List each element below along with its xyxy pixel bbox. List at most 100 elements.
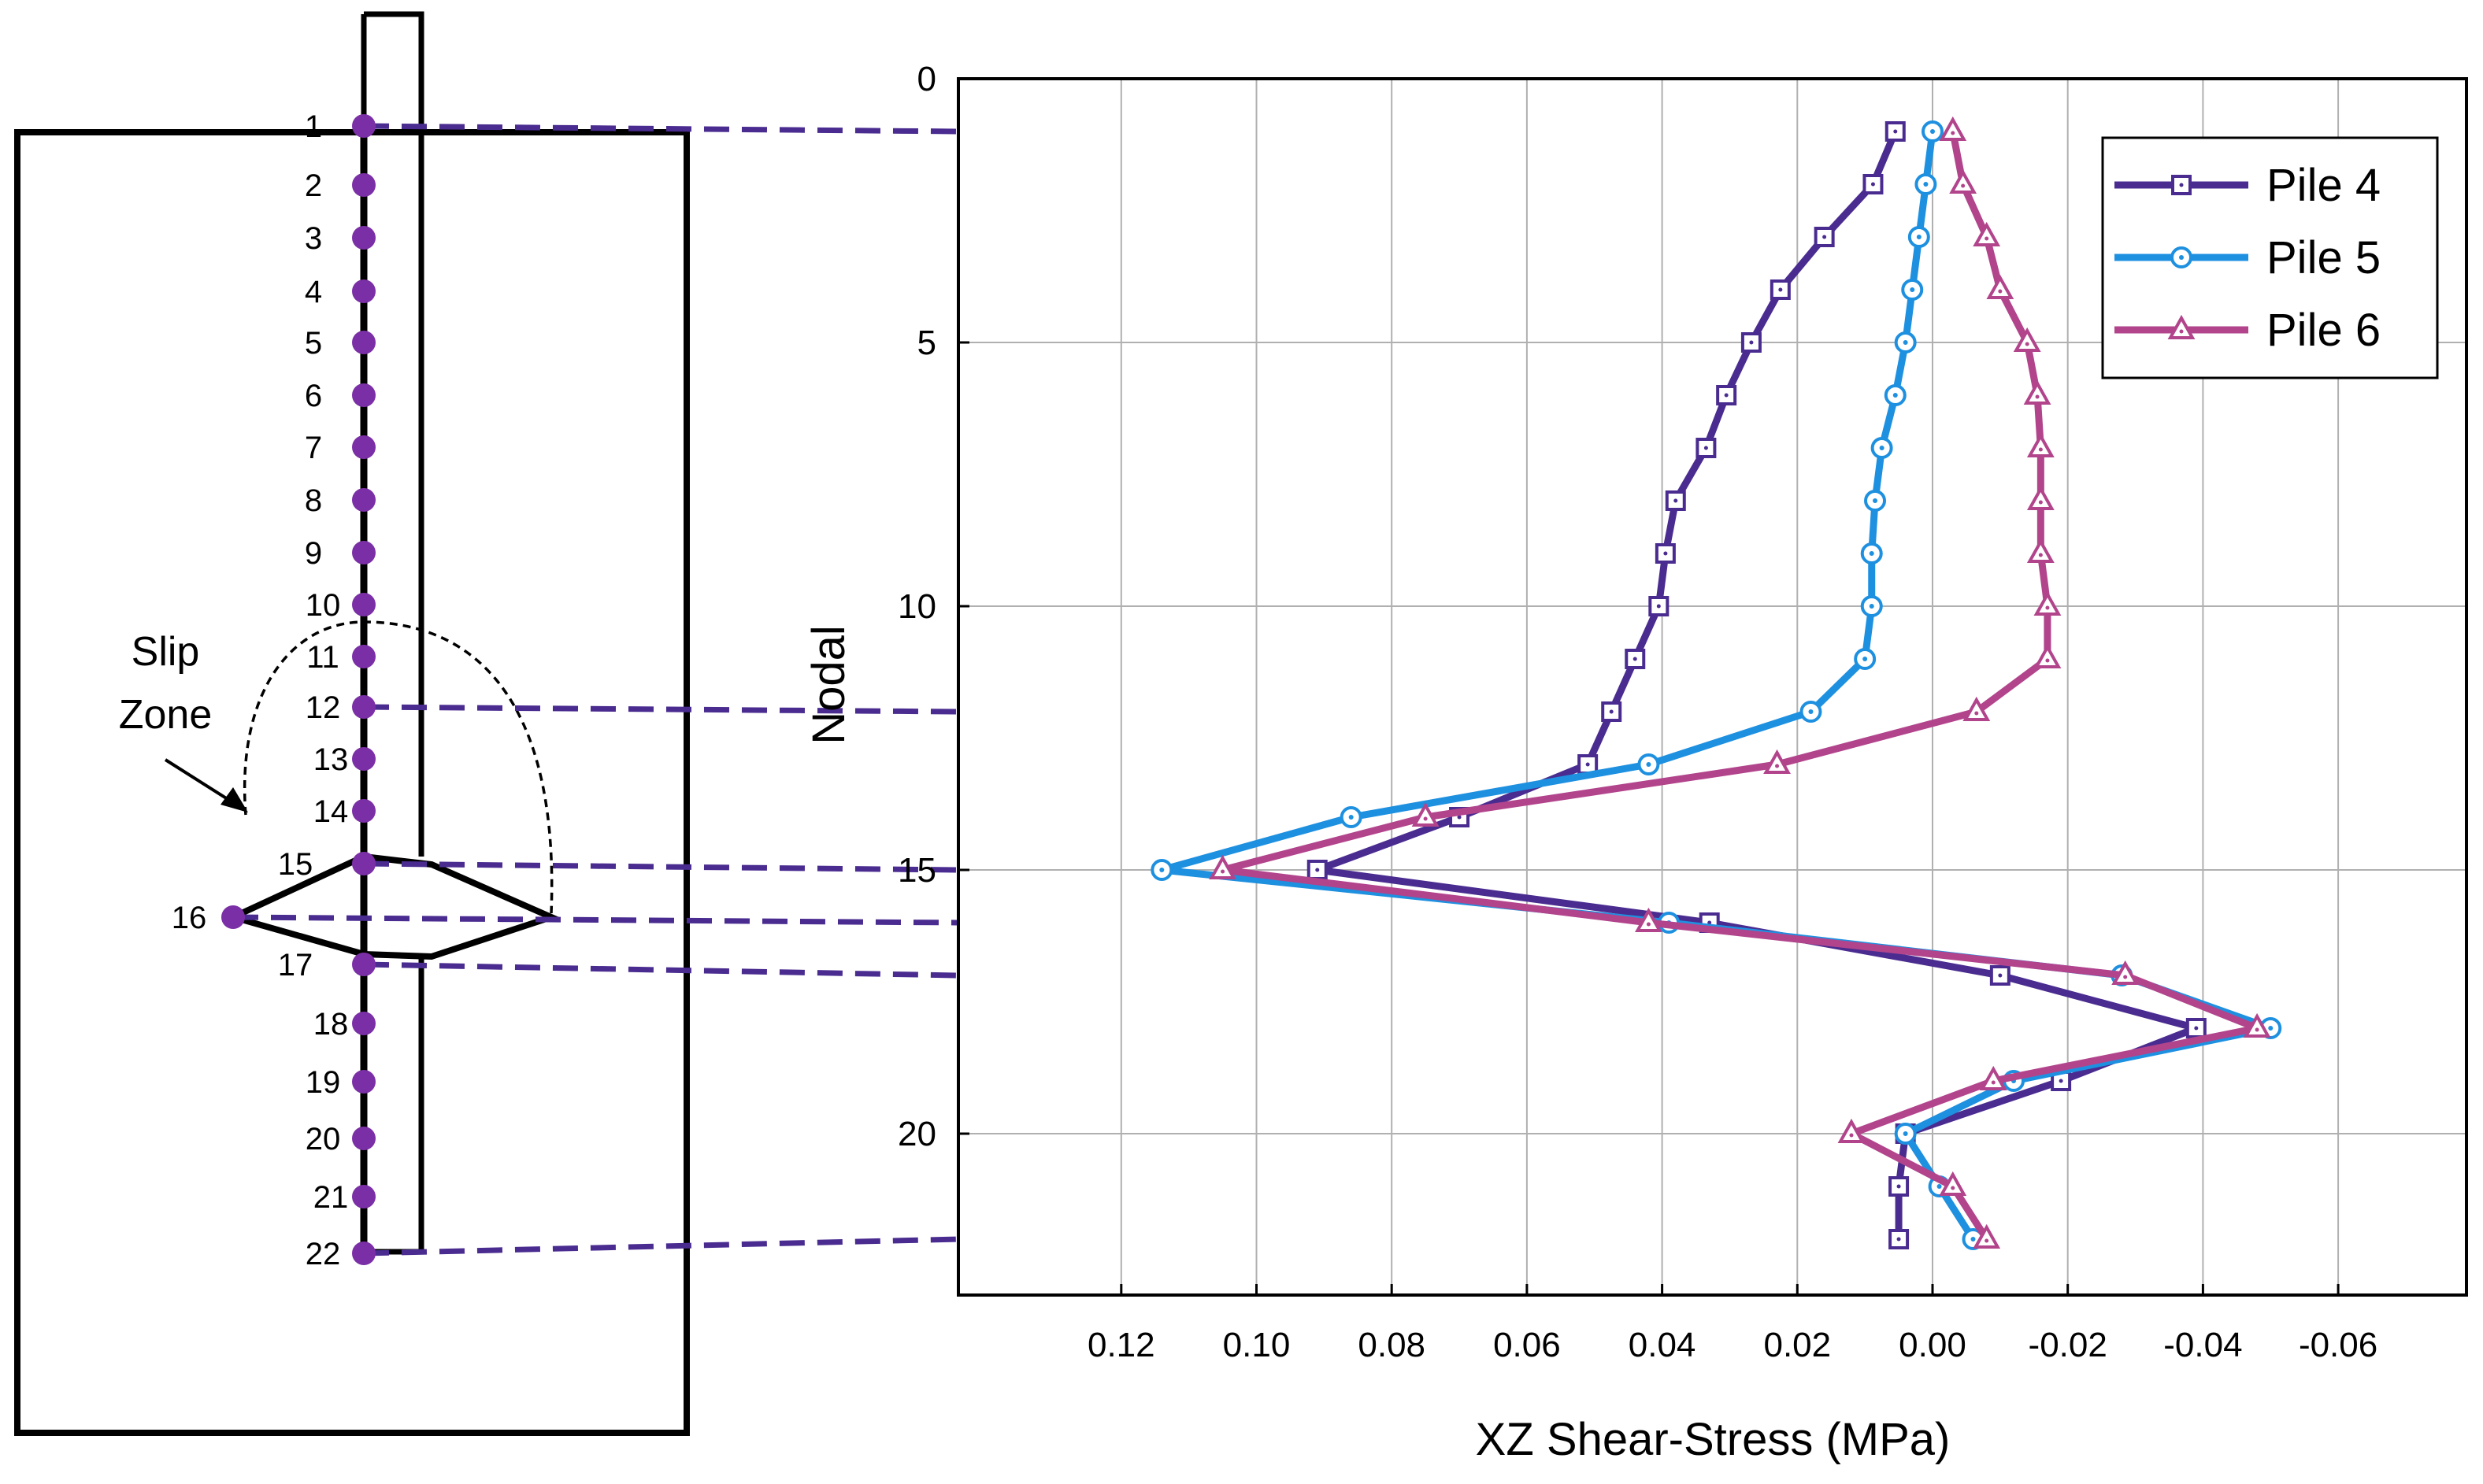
node-label: 4: [305, 275, 322, 309]
node-dot: [352, 383, 376, 407]
legend-label: Pile 5: [2266, 232, 2381, 283]
node-dot: [352, 593, 376, 616]
node-label: 13: [313, 742, 349, 777]
soil-box: [14, 129, 690, 1436]
series-layer: [1151, 116, 2282, 1250]
data-point: [1411, 801, 1440, 827]
node-label: 18: [313, 1007, 349, 1042]
data-point: [1837, 1118, 1866, 1143]
node-dot: [352, 331, 376, 354]
node-connector-lines: [232, 123, 959, 1256]
node-label: 14: [313, 794, 349, 829]
data-point: [2023, 379, 2051, 405]
legend-marker: [2167, 314, 2196, 339]
y-axis-title: Nodal: [803, 625, 854, 745]
node-dot: [352, 1185, 376, 1208]
shear-stress-chart: 0.12 0.10 0.08 0.06 0.04 0.02 0.00 -0.02 -0.04 -0…: [803, 60, 2468, 1465]
node-dot: [352, 953, 376, 976]
legend: Pile 4 Pile 5 Pile 6: [2101, 136, 2439, 379]
axis-ticks: 0.12 0.10 0.08 0.06 0.04 0.02 0.00 -0.02 -0.04 -0…: [898, 60, 2377, 1364]
node-connector-15: [363, 860, 959, 873]
plot-frame: [957, 77, 2468, 1297]
node-label: 2: [305, 168, 322, 203]
node-dot: [352, 1242, 376, 1265]
node-dot: [352, 488, 376, 512]
node-dot: [352, 799, 376, 823]
node-connector-16: [232, 914, 959, 926]
data-point: [1986, 274, 2014, 299]
data-point: [2111, 960, 2140, 985]
data-point: [1939, 1171, 1967, 1196]
data-point: [2013, 327, 2041, 352]
legend-label: Pile 4: [2266, 160, 2381, 211]
node-dot: [352, 541, 376, 564]
x-tick-label: -0.04: [2163, 1326, 2242, 1364]
data-point: [2033, 643, 2062, 668]
node-connector-12: [363, 704, 959, 715]
x-tick-label: 0.02: [1763, 1326, 1831, 1364]
node-dot: [352, 435, 376, 459]
data-point: [1763, 749, 1791, 774]
node-connector-17: [363, 961, 959, 979]
node-label: 12: [306, 690, 341, 725]
y-tick-label: 5: [917, 324, 936, 362]
node-label: 8: [305, 483, 322, 518]
y-tick-label: 15: [898, 851, 936, 890]
node-dot: [352, 747, 376, 771]
node-dot: [352, 173, 376, 197]
slip-zone-label-line1: Slip: [132, 629, 200, 675]
x-axis-title: XZ Shear-Stress (MPa): [1476, 1414, 1951, 1465]
node-label: 11: [306, 640, 339, 675]
data-point: [1973, 221, 2001, 246]
data-point: [2026, 485, 2055, 510]
slip-zone-arc: [243, 620, 554, 914]
data-point: [2243, 1012, 2271, 1038]
node-dot: [352, 226, 376, 250]
node-connector-1: [363, 123, 959, 135]
series-pile-6: [1209, 116, 2271, 1249]
series-line: [1219, 131, 2261, 1242]
legend-label: Pile 6: [2266, 305, 2381, 356]
node-label: 22: [306, 1237, 341, 1271]
y-tick-label: 10: [898, 587, 936, 626]
data-point: [1635, 907, 1662, 932]
node-label: 5: [305, 326, 322, 361]
data-point: [1949, 168, 1977, 194]
series-pile-4: [1306, 121, 2207, 1249]
node-label: 1: [305, 109, 322, 144]
node-label: 3: [305, 221, 322, 256]
node-label: 10: [306, 588, 341, 623]
x-tick-label: 0.08: [1358, 1326, 1425, 1364]
node-dot: [352, 1070, 376, 1094]
node-label: 17: [278, 948, 313, 983]
y-tick-label: 20: [898, 1115, 936, 1153]
node-label: 6: [305, 379, 322, 413]
x-tick-label: 0.04: [1629, 1326, 1696, 1364]
node-label: 21: [313, 1180, 349, 1215]
y-tick-label: 0: [917, 60, 936, 98]
slip-zone-label-line2: Zone: [119, 692, 213, 738]
node-dot: [352, 1127, 376, 1150]
x-tick-label: 0.12: [1088, 1326, 1155, 1364]
data-point: [2026, 538, 2055, 563]
data-point: [1979, 1065, 2007, 1090]
node-label: 9: [305, 536, 322, 571]
data-point: [2033, 590, 2062, 616]
x-tick-label: -0.06: [2299, 1326, 2377, 1364]
node-dot: [352, 695, 376, 719]
legend-item: Pile 4: [2114, 160, 2381, 211]
node-label: 7: [305, 431, 322, 465]
node-label: 16: [172, 901, 207, 935]
data-point: [1962, 696, 1991, 721]
node-dot: [221, 905, 245, 929]
node-dot: [352, 114, 376, 138]
data-point: [1973, 1223, 2001, 1249]
node-connector-22: [363, 1236, 959, 1256]
x-tick-label: 0.00: [1899, 1326, 1966, 1364]
arrowhead-icon: [221, 787, 248, 812]
slip-zone-arrow: [164, 758, 238, 806]
node-label: 15: [278, 847, 313, 882]
data-point: [2026, 432, 2055, 457]
